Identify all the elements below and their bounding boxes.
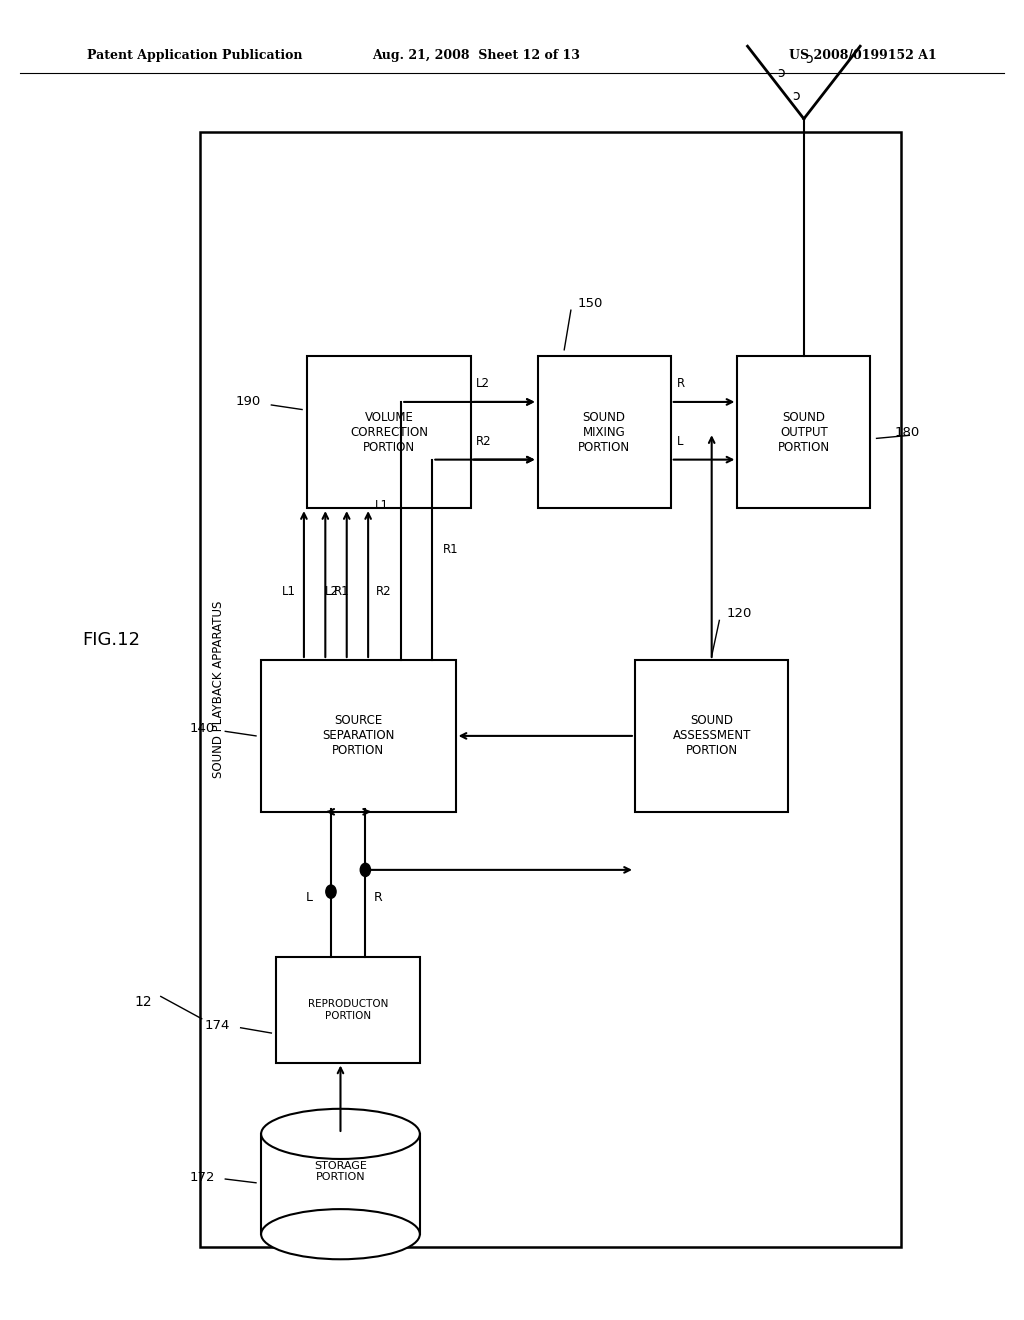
Text: REPRODUCTON
PORTION: REPRODUCTON PORTION (308, 999, 388, 1020)
Text: Aug. 21, 2008  Sheet 12 of 13: Aug. 21, 2008 Sheet 12 of 13 (372, 49, 581, 62)
Ellipse shape (261, 1109, 420, 1159)
Text: SOUND
OUTPUT
PORTION: SOUND OUTPUT PORTION (778, 411, 829, 454)
Text: L1: L1 (375, 499, 389, 512)
Text: R2: R2 (377, 585, 392, 598)
Bar (261, 660, 456, 812)
Text: US 2008/0199152 A1: US 2008/0199152 A1 (790, 49, 937, 62)
Text: ɔ: ɔ (805, 53, 813, 66)
Text: L2: L2 (476, 378, 490, 391)
Text: R1: R1 (334, 585, 349, 598)
Bar (261, 1134, 420, 1234)
Text: ɔ: ɔ (777, 66, 785, 79)
Text: 174: 174 (205, 1019, 230, 1032)
Text: R2: R2 (476, 434, 492, 447)
Text: R: R (374, 891, 382, 904)
Text: ɔ: ɔ (792, 90, 800, 103)
Circle shape (326, 884, 336, 898)
Text: FIG.12: FIG.12 (82, 631, 140, 648)
Text: R: R (677, 378, 685, 391)
Bar (737, 356, 870, 508)
Text: STORAGE
PORTION: STORAGE PORTION (314, 1160, 367, 1183)
Text: 172: 172 (189, 1171, 215, 1184)
Text: 180: 180 (894, 426, 920, 438)
Bar (276, 957, 420, 1063)
Text: L: L (305, 891, 312, 904)
Text: Patent Application Publication: Patent Application Publication (87, 49, 302, 62)
Text: 12: 12 (134, 995, 153, 1008)
Text: 120: 120 (727, 607, 753, 620)
Text: VOLUME
CORRECTION
PORTION: VOLUME CORRECTION PORTION (350, 411, 428, 454)
Text: SOUND
ASSESSMENT
PORTION: SOUND ASSESSMENT PORTION (673, 714, 751, 758)
Bar (538, 356, 671, 508)
Text: L: L (677, 434, 683, 447)
Circle shape (360, 863, 371, 876)
Text: SOUND
MIXING
PORTION: SOUND MIXING PORTION (579, 411, 630, 454)
Bar (635, 660, 788, 812)
Text: SOURCE
SEPARATION
PORTION: SOURCE SEPARATION PORTION (323, 714, 394, 758)
Text: 140: 140 (189, 722, 215, 735)
Bar (307, 356, 471, 508)
Ellipse shape (261, 1209, 420, 1259)
Text: R1: R1 (442, 544, 458, 556)
Text: L2: L2 (325, 585, 339, 598)
Text: L1: L1 (282, 585, 296, 598)
Text: 190: 190 (236, 396, 261, 408)
Text: SOUND PLAYBACK APPARATUS: SOUND PLAYBACK APPARATUS (212, 601, 224, 779)
Bar (200, 132, 901, 1247)
Text: 150: 150 (578, 297, 603, 310)
